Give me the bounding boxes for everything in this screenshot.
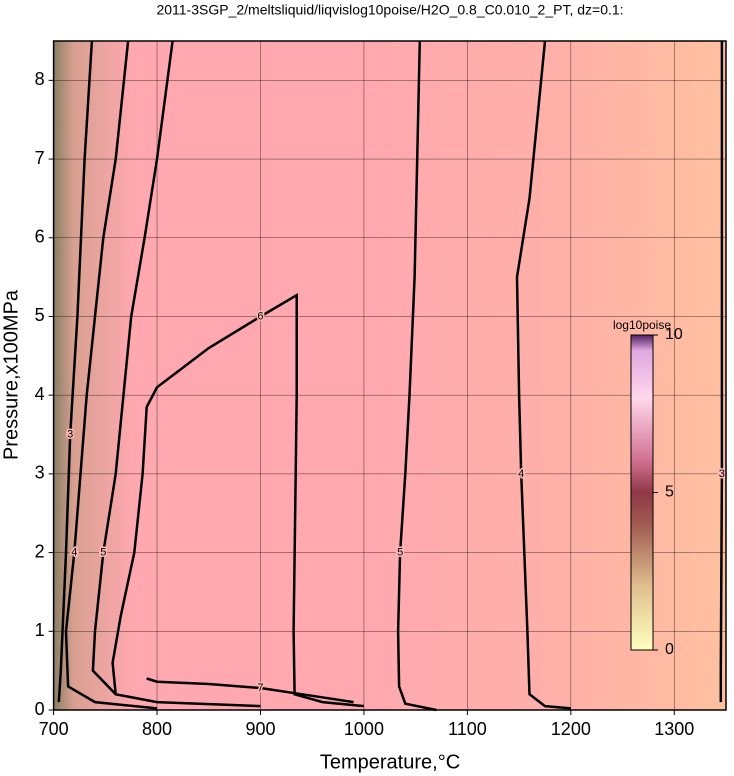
x-tick-label: 800: [142, 719, 172, 739]
contour-line: [515, 40, 571, 710]
contour-line: [57, 40, 94, 703]
contour-label: 5: [397, 546, 403, 558]
y-tick-label: 7: [35, 148, 45, 168]
contour-label: 3: [67, 428, 73, 440]
y-tick-label: 0: [35, 699, 45, 719]
x-tick-label: 1100: [448, 719, 487, 739]
contour-label: 6: [257, 310, 263, 322]
x-tick-label: 1000: [344, 719, 384, 739]
chart-title: 2011-3SGP_2/meltsliquid/liqvislog10poise…: [156, 2, 623, 18]
x-tick-label: 1200: [551, 719, 591, 739]
y-tick-label: 8: [35, 69, 45, 89]
contour-line: [719, 41, 724, 703]
contour-line: [146, 677, 354, 704]
contour-line: [64, 40, 158, 710]
x-tick-label: 700: [39, 719, 69, 739]
y-tick-label: 2: [35, 541, 45, 561]
colorbar-tick-label: 0: [665, 641, 674, 658]
contour-label: 3: [719, 468, 725, 480]
y-tick-label: 4: [35, 384, 45, 404]
contour-label: 7: [257, 682, 263, 694]
y-axis-label: Pressure,x100MPa: [0, 289, 22, 460]
x-axis-label: Temperature,°C: [320, 751, 460, 773]
contour-label: 4: [518, 468, 524, 480]
contour-label: 5: [100, 546, 106, 558]
colorbar: [630, 334, 654, 651]
x-tick-label: 1300: [654, 719, 694, 739]
x-tick-label: 900: [245, 719, 275, 739]
plot-frame: [52, 40, 727, 711]
y-tick-label: 6: [35, 227, 45, 247]
y-tick-label: 3: [35, 463, 45, 483]
contour-line: [111, 293, 365, 708]
y-tick-label: 1: [35, 620, 45, 640]
colorbar-tick-label: 10: [665, 326, 683, 343]
plot-background: [53, 41, 727, 710]
contour-line: [91, 40, 261, 708]
colorbar-tick-label: 5: [665, 484, 674, 501]
contour-line: [396, 40, 437, 712]
contour-label: 4: [71, 546, 77, 558]
y-tick-label: 5: [35, 305, 45, 325]
colorbar-label: log10poise: [613, 318, 671, 332]
